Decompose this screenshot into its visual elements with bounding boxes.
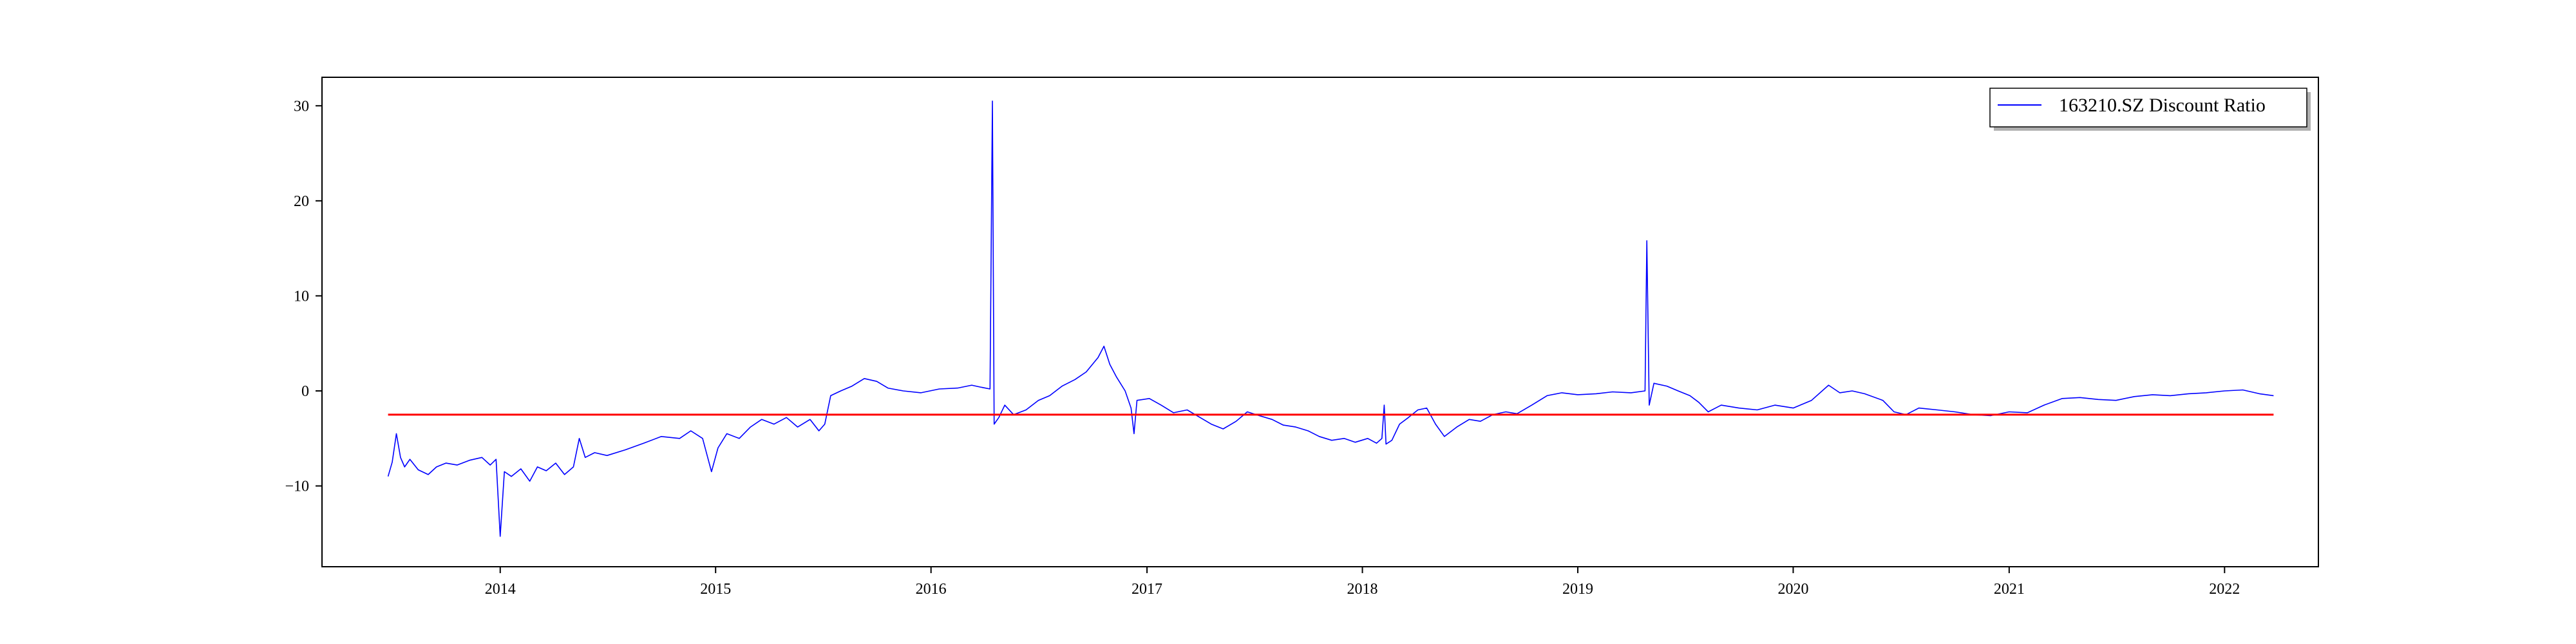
x-tick-label: 2019: [1562, 581, 1593, 598]
y-tick-label: 20: [294, 193, 309, 210]
plot-frame: [321, 77, 2319, 567]
x-axis: 2014 2015 2016 2017 2018 2019 2020 2021 2022: [485, 567, 2240, 598]
series-line-discount-ratio: [387, 100, 2274, 537]
y-tick-label: −10: [285, 478, 309, 495]
x-tick-label: 2022: [2209, 581, 2240, 598]
x-tick-label: 2021: [1994, 581, 2025, 598]
legend-box: [1989, 88, 2307, 128]
y-tick-label: 0: [301, 383, 309, 400]
x-tick-label: 2020: [1777, 581, 1808, 598]
x-tick-label: 2015: [700, 581, 731, 598]
x-tick-label: 2017: [1132, 581, 1162, 598]
x-tick-label: 2014: [485, 581, 516, 598]
y-tick-label: 10: [294, 288, 309, 305]
legend: 163210.SZ Discount Ratio: [1989, 88, 2311, 131]
y-axis: −10 0 10 20 30: [285, 98, 322, 495]
series-layer: [387, 100, 2274, 537]
legend-label: 163210.SZ Discount Ratio: [2059, 95, 2266, 116]
y-tick-label: 30: [294, 98, 309, 115]
x-tick-label: 2016: [916, 581, 947, 598]
x-tick-label: 2018: [1347, 581, 1378, 598]
